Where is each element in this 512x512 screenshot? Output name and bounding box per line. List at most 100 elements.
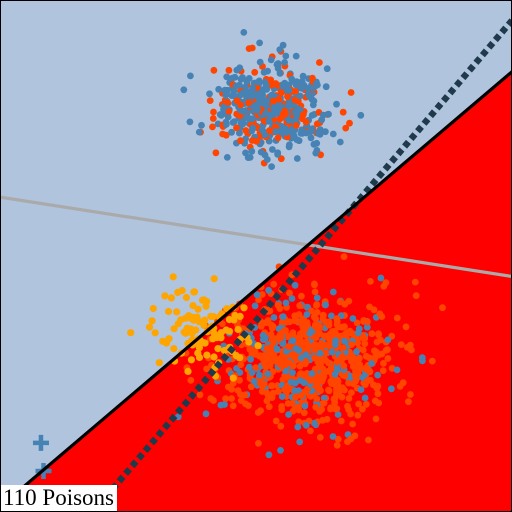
point-class-red [311, 347, 319, 355]
point-class-red [393, 314, 401, 322]
point-class-red [258, 388, 266, 395]
point-class-red [228, 395, 236, 402]
point-class-red [258, 382, 266, 390]
point-class-blue [333, 100, 340, 108]
point-class-blue [289, 337, 297, 345]
point-class-blue [314, 81, 321, 89]
point-class-blue [303, 311, 311, 318]
point-class-blue [283, 129, 291, 136]
point-class-blue [308, 370, 316, 377]
point-class-blue [221, 401, 228, 408]
point-class-red [276, 361, 284, 368]
point-class-red [340, 362, 348, 370]
point-class-red [276, 305, 284, 312]
poison-point [174, 288, 182, 296]
point-class-blue [259, 336, 267, 343]
poison-point [210, 353, 218, 361]
point-class-red [228, 385, 236, 393]
point-class-blue [216, 111, 224, 118]
point-class-red [333, 315, 341, 322]
point-class-red [233, 124, 240, 132]
point-class-red [367, 278, 374, 285]
point-class-blue [308, 125, 316, 133]
point-class-red [210, 66, 218, 74]
point-class-blue [384, 336, 392, 344]
point-class-blue [272, 128, 279, 136]
point-class-blue [236, 64, 244, 72]
poison-point [187, 356, 195, 364]
point-class-blue [336, 138, 344, 146]
point-class-red [311, 341, 319, 349]
point-class-red [187, 376, 195, 384]
point-class-red [345, 395, 353, 402]
point-class-blue [297, 130, 305, 137]
point-class-red [237, 101, 244, 109]
point-class-red [334, 435, 342, 443]
point-class-red [316, 330, 323, 338]
point-class-red [336, 298, 344, 306]
point-class-red [377, 336, 384, 344]
point-class-red [327, 378, 335, 385]
point-class-blue [289, 369, 296, 376]
point-class-red [356, 355, 363, 362]
point-class-blue [202, 410, 210, 418]
point-class-red [406, 341, 414, 349]
point-class-blue [329, 130, 337, 138]
point-class-red [316, 434, 324, 441]
point-class-blue [308, 112, 316, 119]
point-class-red [284, 400, 292, 407]
point-class-red [361, 340, 369, 348]
poison-point [198, 296, 207, 304]
point-class-red [292, 393, 299, 401]
point-class-red [384, 355, 392, 362]
point-class-red [350, 354, 357, 362]
point-class-blue [231, 73, 239, 81]
poison-point [190, 288, 198, 296]
point-class-red [309, 74, 316, 82]
point-class-red [209, 115, 217, 122]
point-class-red [379, 367, 387, 374]
point-class-blue [300, 379, 308, 387]
point-class-red [316, 59, 323, 66]
point-class-red [362, 400, 370, 408]
point-class-blue [215, 85, 223, 93]
point-class-blue [296, 438, 304, 446]
poison-point [194, 349, 202, 357]
point-class-red [397, 341, 405, 348]
point-class-red [354, 411, 362, 419]
point-class-red [285, 343, 293, 350]
poison-point [155, 359, 163, 367]
point-class-red [247, 383, 255, 391]
point-class-blue [198, 121, 205, 129]
point-class-red [341, 372, 349, 380]
poison-point [214, 345, 222, 353]
point-class-blue [353, 348, 360, 356]
point-class-red [312, 403, 320, 411]
point-class-red [333, 441, 341, 449]
point-class-blue [314, 129, 322, 137]
point-class-red [375, 330, 382, 338]
point-class-blue [240, 29, 248, 36]
point-class-blue [256, 58, 264, 66]
point-class-red [322, 349, 330, 357]
point-class-red [382, 346, 390, 354]
poison-point [254, 342, 262, 350]
point-class-red [292, 122, 300, 129]
point-class-red [319, 311, 327, 319]
point-class-red [439, 304, 446, 312]
point-class-blue [290, 132, 297, 140]
point-class-red [311, 281, 318, 289]
point-class-blue [322, 83, 330, 91]
poison-point [201, 339, 209, 347]
poison-point [182, 328, 190, 336]
point-class-red [245, 45, 253, 52]
point-class-blue [286, 141, 293, 149]
point-class-red [339, 108, 347, 116]
point-class-blue [257, 148, 265, 156]
point-class-red [316, 356, 324, 364]
point-class-blue [278, 393, 286, 400]
point-class-red [266, 349, 274, 357]
point-class-blue [288, 75, 296, 83]
